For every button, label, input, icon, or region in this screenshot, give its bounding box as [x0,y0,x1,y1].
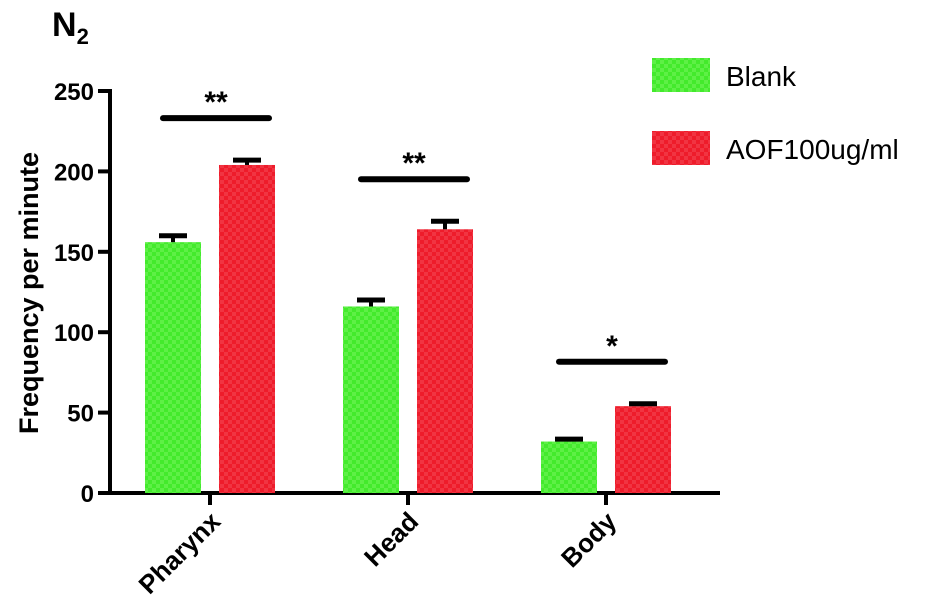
chart-title: N2 [52,6,89,49]
bar-aof100ug-ml-head [417,229,473,493]
legend-swatch-0 [652,58,710,92]
y-tick-label: 100 [54,320,94,347]
bar-blank-head [343,306,399,493]
chart-title-subscript: 2 [77,24,89,49]
legend-swatch-1 [652,131,710,165]
x-tick-label-body: Body [555,506,623,574]
significance-marker: ** [402,147,426,180]
legend-label-0: Blank [726,61,797,92]
legend: Blank AOF100ug/ml [652,58,899,165]
y-tick-label: 250 [54,79,94,106]
legend-label-1: AOF100ug/ml [726,134,899,165]
x-tick-label-pharynx: Pharynx [132,506,226,600]
x-tick-label-head: Head [358,506,424,572]
chart-title-main: N [52,6,77,44]
significance-marker: ** [204,86,228,119]
significance-marker: * [606,330,618,363]
y-tick-label: 50 [67,401,94,428]
y-tick-label: 0 [81,481,94,508]
plot-area: 0 50 100 150 200 250 Pharynx ** Head ** Body * [54,79,720,600]
y-tick-label: 150 [54,240,94,267]
bar-blank-body [541,441,597,493]
bar-blank-pharynx [145,242,201,493]
y-tick-label: 200 [54,159,94,186]
bar-aof100ug-ml-pharynx [219,164,275,493]
bar-aof100ug-ml-body [615,406,671,493]
y-axis-title: Frequency per minute [14,152,44,434]
